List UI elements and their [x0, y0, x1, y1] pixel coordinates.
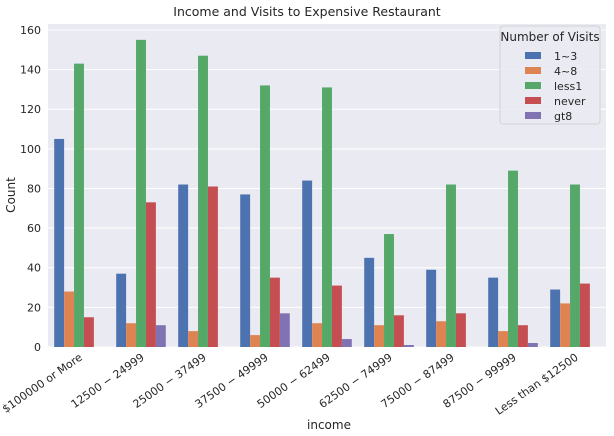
- legend-title: Number of Visits: [500, 30, 599, 44]
- bar: [455, 313, 466, 347]
- bar: [83, 317, 94, 347]
- bar: [74, 63, 84, 348]
- bar: [145, 202, 156, 347]
- bar: [393, 315, 404, 347]
- bar: [488, 277, 499, 347]
- bar: [403, 345, 414, 347]
- bar: [188, 331, 199, 347]
- bar: [579, 283, 590, 347]
- bar: [250, 335, 261, 347]
- legend-entry-label: never: [554, 95, 586, 108]
- legend-swatch: [525, 52, 541, 59]
- bar: [126, 323, 137, 347]
- bar: [508, 170, 518, 347]
- bar: [279, 313, 290, 347]
- bar: [302, 180, 313, 347]
- y-tick-label: 100: [20, 143, 41, 156]
- bar: [269, 277, 280, 347]
- bar: [178, 184, 189, 347]
- legend: Number of Visits 1~3 4~8 less1 never gt8: [499, 25, 601, 125]
- bar: [64, 291, 75, 347]
- bar: [260, 85, 270, 348]
- bar: [517, 325, 528, 347]
- legend-entry-label: 4~8: [554, 65, 577, 78]
- bar: [364, 257, 375, 347]
- legend-entry-label: less1: [554, 80, 582, 93]
- y-axis-ticks: 0 20 40 60 80 100 120 140 160: [20, 24, 41, 354]
- y-tick-label: 40: [27, 262, 41, 275]
- y-tick-label: 20: [27, 301, 41, 314]
- bar: [136, 39, 146, 348]
- bar: [446, 184, 456, 347]
- y-tick-label: 60: [27, 222, 41, 235]
- bar: [312, 323, 323, 347]
- x-axis-label: income: [307, 418, 351, 432]
- bar: [54, 138, 65, 347]
- legend-swatch: [525, 97, 541, 104]
- bar: [198, 55, 208, 348]
- bar: [570, 184, 580, 347]
- y-tick-label: 120: [20, 103, 41, 116]
- legend-entry-label: gt8: [554, 110, 572, 123]
- legend-swatch: [525, 67, 541, 74]
- bar: [436, 321, 447, 347]
- legend-entry-label: 1~3: [554, 50, 577, 63]
- bar: [331, 285, 342, 347]
- y-axis-label: Count: [4, 177, 18, 213]
- bar: [341, 339, 352, 347]
- chart-title: Income and Visits to Expensive Restauran…: [173, 4, 441, 19]
- bar: [374, 325, 385, 347]
- legend-swatch: [525, 112, 541, 119]
- bar: [384, 234, 394, 347]
- bar: [240, 194, 251, 347]
- bar: [207, 186, 218, 347]
- bar: [527, 343, 538, 347]
- y-tick-label: 0: [34, 341, 41, 354]
- y-tick-label: 160: [20, 24, 41, 37]
- bars: [54, 39, 590, 348]
- bar: [498, 331, 509, 347]
- y-tick-label: 140: [20, 64, 41, 77]
- bar: [116, 273, 127, 347]
- bar: [322, 87, 332, 347]
- bar: [560, 303, 571, 347]
- legend-swatch: [525, 82, 541, 89]
- bar: [426, 269, 437, 347]
- y-tick-label: 80: [27, 182, 41, 195]
- bar: [550, 289, 561, 347]
- bar: [155, 325, 166, 347]
